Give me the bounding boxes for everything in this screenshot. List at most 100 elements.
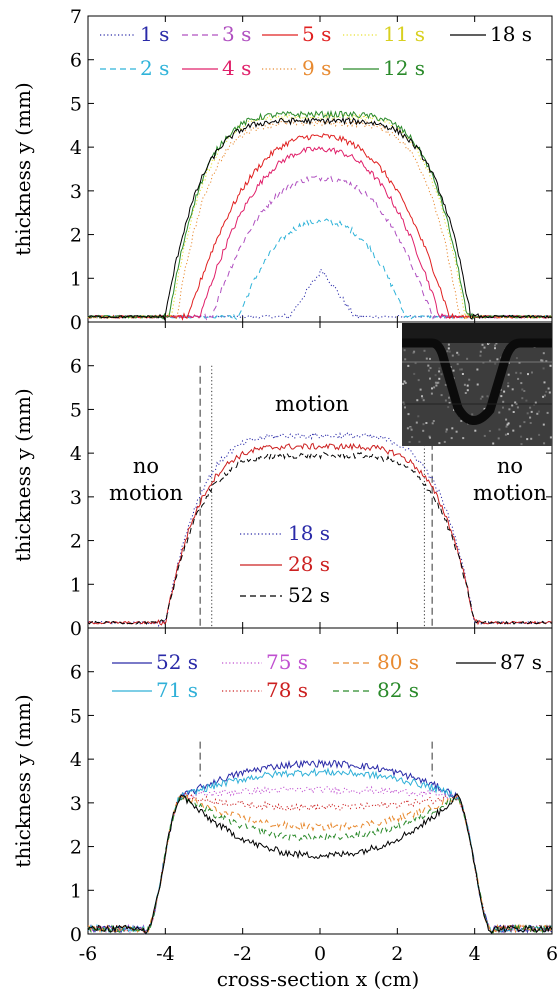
inset-grain (419, 388, 422, 391)
inset-grain (498, 428, 501, 431)
y-axis-label: thickness y (mm) (11, 82, 35, 255)
inset-grain (404, 358, 407, 361)
x-tick-label: 4 (469, 943, 481, 965)
y-tick-label: 2 (70, 837, 82, 859)
x-tick-label: 6 (546, 943, 558, 965)
inset-grain (413, 350, 416, 353)
series-line (87, 112, 552, 321)
inset-grain (495, 342, 498, 345)
inset-grain (523, 390, 526, 392)
inset-grain (407, 364, 410, 367)
inset-grain (526, 412, 529, 415)
inset-grain (440, 394, 443, 397)
inset-grain (542, 395, 545, 398)
inset-grain (515, 371, 518, 374)
inset-grain (421, 397, 424, 399)
inset-grain (481, 395, 484, 398)
inset-grain (429, 357, 431, 360)
y-tick-label: 4 (70, 443, 82, 465)
inset-grain (422, 423, 425, 426)
inset-grain (545, 360, 548, 363)
legend-label: 4 s (222, 56, 251, 80)
inset-grain (507, 385, 510, 388)
inset-grain (527, 373, 529, 376)
y-tick-label: 0 (70, 924, 82, 946)
inset-grain (440, 373, 443, 376)
inset-grain (429, 377, 431, 380)
y-tick-label: 1 (70, 268, 82, 290)
inset-grain (540, 359, 543, 362)
inset-grain (530, 410, 533, 413)
inset-grain (466, 389, 469, 392)
inset-grain (489, 359, 492, 362)
inset-grain (474, 429, 477, 432)
legend-label: 52 s (156, 650, 198, 674)
legend-label: 2 s (140, 56, 169, 80)
inset-grain (516, 406, 519, 409)
inset-grain (468, 378, 471, 381)
inset-grain (498, 411, 501, 414)
inset-grain (476, 368, 479, 371)
inset-grain (537, 410, 540, 413)
legend-label: 82 s (377, 678, 419, 702)
annotation-no-left: no (133, 454, 159, 478)
inset-grain (511, 404, 514, 407)
inset-grain (436, 381, 439, 384)
inset-grain (434, 374, 437, 377)
inset-grain (503, 390, 506, 393)
inset-grain (547, 387, 550, 390)
inset-grain (456, 363, 459, 366)
inset-grain (423, 349, 426, 352)
inset-grain (543, 381, 546, 384)
legend-label: 5 s (302, 22, 331, 46)
inset-grain (434, 381, 437, 384)
y-axis-label: thickness y (mm) (11, 388, 35, 561)
inset-grain (451, 354, 454, 357)
panel-middle: 0 1 2 3 4 5 6 thickness y (mm) 18 s 28 s 52 s motio… (11, 321, 553, 640)
inset-grain (409, 426, 412, 429)
x-axis-label: cross-section x (cm) (217, 967, 420, 991)
inset-grain (481, 343, 484, 346)
inset-grain (412, 351, 415, 354)
inset-grain (483, 346, 486, 349)
inset-grain (444, 399, 447, 402)
inset-grain (507, 422, 510, 425)
legend-label: 3 s (222, 22, 251, 46)
inset-grain (429, 436, 431, 439)
inset-grain (508, 408, 511, 411)
y-tick-label: 6 (70, 662, 82, 684)
inset-grain (459, 368, 462, 371)
series-line (87, 174, 552, 321)
inset-grain (438, 377, 441, 380)
inset-grain (543, 442, 546, 445)
inset-grain (479, 350, 482, 353)
inset-grain (529, 416, 532, 419)
series-line (87, 109, 552, 320)
inset-grain (425, 357, 428, 360)
inset-grain (404, 381, 407, 384)
inset-grain (502, 400, 505, 403)
inset-grain (520, 435, 523, 438)
inset-grain (427, 369, 430, 372)
y-tick-label: 3 (70, 793, 82, 815)
inset-grain (438, 442, 441, 445)
inset-grain (447, 343, 450, 346)
inset-grain (421, 395, 423, 398)
inset-grain (523, 421, 526, 424)
series-line (87, 451, 552, 625)
inset-grain (402, 401, 405, 404)
y-tick-label: 1 (70, 880, 82, 902)
annotation-motion-right: motion (473, 481, 547, 505)
inset-grain (502, 406, 504, 409)
inset-grain (444, 383, 447, 386)
inset-grain (520, 443, 523, 446)
inset-grain (431, 387, 433, 390)
inset-grain (403, 380, 406, 383)
inset-grain (497, 437, 500, 440)
legend-label: 52 s (288, 583, 330, 607)
inset-grain (529, 406, 532, 409)
legend-label: 78 s (266, 678, 308, 702)
inset-grain (404, 406, 406, 409)
y-tick-label: 4 (70, 749, 82, 771)
legend-label: 12 s (383, 56, 425, 80)
